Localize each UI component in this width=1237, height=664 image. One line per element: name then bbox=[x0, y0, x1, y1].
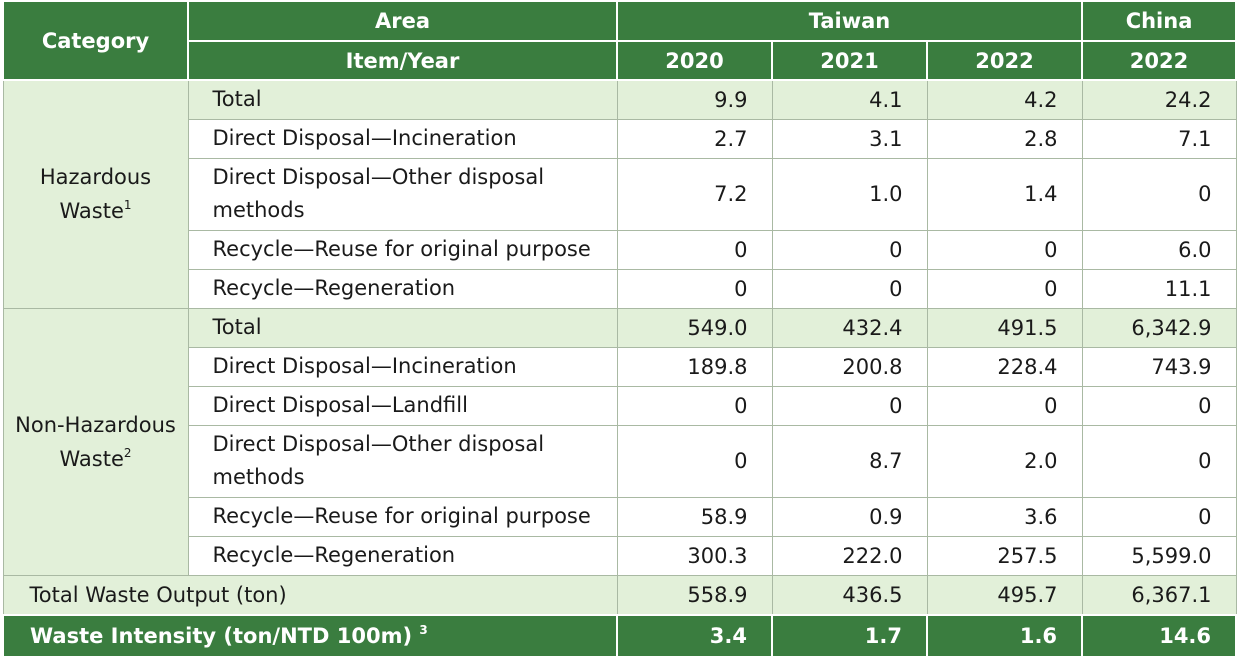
value-cell: 0 bbox=[1081, 424, 1237, 498]
value-cell: 0 bbox=[1081, 496, 1237, 537]
table-row: Recycle—Reuse for original purpose 58.9 … bbox=[3, 496, 1237, 537]
table-row: Direct Disposal—Other disposal methods 0… bbox=[3, 424, 1237, 498]
value-cell: 3.6 bbox=[926, 496, 1083, 537]
value-cell: 4.2 bbox=[926, 79, 1083, 120]
value-cell: 0 bbox=[926, 385, 1083, 426]
table-row: Non-Hazardous Waste2 Total 549.0 432.4 4… bbox=[2, 307, 1237, 576]
value-cell: 0 bbox=[771, 268, 928, 309]
china-header: China bbox=[1081, 0, 1237, 42]
value-cell: 24.2 bbox=[1081, 79, 1237, 120]
total-output-row: Total Waste Output (ton) 558.9 436.5 495… bbox=[2, 574, 1237, 616]
value-cell: 558.9 bbox=[616, 574, 773, 616]
value-cell: 58.9 bbox=[616, 496, 773, 537]
value-cell: 200.8 bbox=[771, 346, 928, 387]
category-header: Category bbox=[2, 0, 189, 81]
table-row: Direct Disposal—Incineration 2.7 3.1 2.8… bbox=[3, 118, 1237, 159]
category-hazardous: Hazardous Waste1 bbox=[2, 79, 189, 309]
value-cell: 2.8 bbox=[926, 118, 1083, 159]
total-output-label: Total Waste Output (ton) bbox=[2, 574, 618, 616]
value-cell: 0 bbox=[926, 229, 1083, 270]
item-label: Recycle—Reuse for original purpose bbox=[187, 229, 618, 270]
item-label: Total bbox=[187, 79, 618, 120]
table-row: Recycle—Reuse for original purpose 0 0 0… bbox=[3, 229, 1237, 270]
table-row: Recycle—Regeneration 300.3 222.0 257.5 5… bbox=[3, 535, 1237, 576]
value-cell: 0.9 bbox=[771, 496, 928, 537]
intensity-row: Waste Intensity (ton/NTD 100m) 3 3.4 1.7… bbox=[2, 614, 1237, 658]
value-cell: 0 bbox=[771, 385, 928, 426]
item-label: Direct Disposal—Other disposal methods bbox=[187, 157, 618, 231]
footnote-marker: 2 bbox=[123, 445, 132, 460]
value-cell: 549.0 bbox=[616, 307, 773, 348]
footnote-marker: 3 bbox=[419, 623, 428, 637]
item-label: Recycle—Regeneration bbox=[187, 535, 618, 576]
value-cell: 0 bbox=[616, 385, 773, 426]
item-label: Recycle—Regeneration bbox=[187, 268, 618, 309]
item-label: Direct Disposal—Landfill bbox=[187, 385, 618, 426]
value-cell: 0 bbox=[926, 268, 1083, 309]
value-cell: 7.2 bbox=[616, 157, 773, 231]
value-cell: 3.4 bbox=[616, 614, 773, 658]
value-cell: 0 bbox=[771, 229, 928, 270]
intensity-label: Waste Intensity (ton/NTD 100m) 3 bbox=[2, 614, 618, 658]
value-cell: 0 bbox=[616, 424, 773, 498]
value-cell: 8.7 bbox=[771, 424, 928, 498]
table-row: Recycle—Regeneration 0 0 0 11.1 bbox=[3, 268, 1237, 309]
item-label: Direct Disposal—Incineration bbox=[187, 346, 618, 387]
value-cell: 0 bbox=[616, 229, 773, 270]
value-cell: 6,367.1 bbox=[1081, 574, 1237, 616]
value-cell: 0 bbox=[1081, 385, 1237, 426]
taiwan-header: Taiwan bbox=[615, 0, 1084, 42]
category-non-hazardous: Non-Hazardous Waste2 bbox=[2, 307, 189, 576]
area-header: Area bbox=[187, 0, 618, 42]
value-cell: 14.6 bbox=[1081, 614, 1237, 658]
value-cell: 7.1 bbox=[1081, 118, 1237, 159]
table-row: Direct Disposal—Landfill 0 0 0 0 bbox=[3, 385, 1237, 426]
value-cell: 495.7 bbox=[926, 574, 1083, 616]
value-cell: 300.3 bbox=[616, 535, 773, 576]
year-header: 2021 bbox=[771, 40, 928, 81]
header-row-year: Item/Year 2020 2021 2022 2022 bbox=[3, 40, 1237, 81]
item-label: Recycle—Reuse for original purpose bbox=[187, 496, 618, 537]
value-cell: 6,342.9 bbox=[1081, 307, 1237, 348]
value-cell: 436.5 bbox=[771, 574, 928, 616]
value-cell: 5,599.0 bbox=[1081, 535, 1237, 576]
value-cell: 743.9 bbox=[1081, 346, 1237, 387]
value-cell: 6.0 bbox=[1081, 229, 1237, 270]
value-cell: 1.6 bbox=[925, 614, 1084, 658]
value-cell: 222.0 bbox=[771, 535, 928, 576]
item-label: Total bbox=[187, 307, 618, 348]
table-row: Direct Disposal—Other disposal methods 7… bbox=[3, 157, 1237, 231]
table-row: Direct Disposal—Incineration 189.8 200.8… bbox=[3, 346, 1237, 387]
footnote-marker: 1 bbox=[123, 198, 132, 213]
value-cell: 1.0 bbox=[771, 157, 928, 231]
value-cell: 1.4 bbox=[926, 157, 1083, 231]
value-cell: 0 bbox=[1081, 157, 1237, 231]
value-cell: 9.9 bbox=[616, 79, 773, 120]
value-cell: 2.7 bbox=[616, 118, 773, 159]
item-label: Direct Disposal—Other disposal methods bbox=[187, 424, 618, 498]
table-row: Hazardous Waste1 Total 9.9 4.1 4.2 24.2 bbox=[2, 79, 1237, 309]
value-cell: 491.5 bbox=[926, 307, 1083, 348]
header-row-area: Category Area Taiwan China bbox=[2, 0, 1237, 81]
value-cell: 189.8 bbox=[616, 346, 773, 387]
item-label: Direct Disposal—Incineration bbox=[187, 118, 618, 159]
year-header: 2022 bbox=[925, 40, 1084, 81]
value-cell: 11.1 bbox=[1081, 268, 1237, 309]
value-cell: 4.1 bbox=[771, 79, 928, 120]
value-cell: 432.4 bbox=[771, 307, 928, 348]
value-cell: 0 bbox=[616, 268, 773, 309]
value-cell: 1.7 bbox=[771, 614, 928, 658]
value-cell: 257.5 bbox=[926, 535, 1083, 576]
value-cell: 2.0 bbox=[926, 424, 1083, 498]
year-header: 2020 bbox=[616, 40, 773, 81]
item-year-header: Item/Year bbox=[187, 40, 618, 81]
value-cell: 3.1 bbox=[771, 118, 928, 159]
value-cell: 228.4 bbox=[926, 346, 1083, 387]
year-header: 2022 bbox=[1081, 40, 1237, 81]
